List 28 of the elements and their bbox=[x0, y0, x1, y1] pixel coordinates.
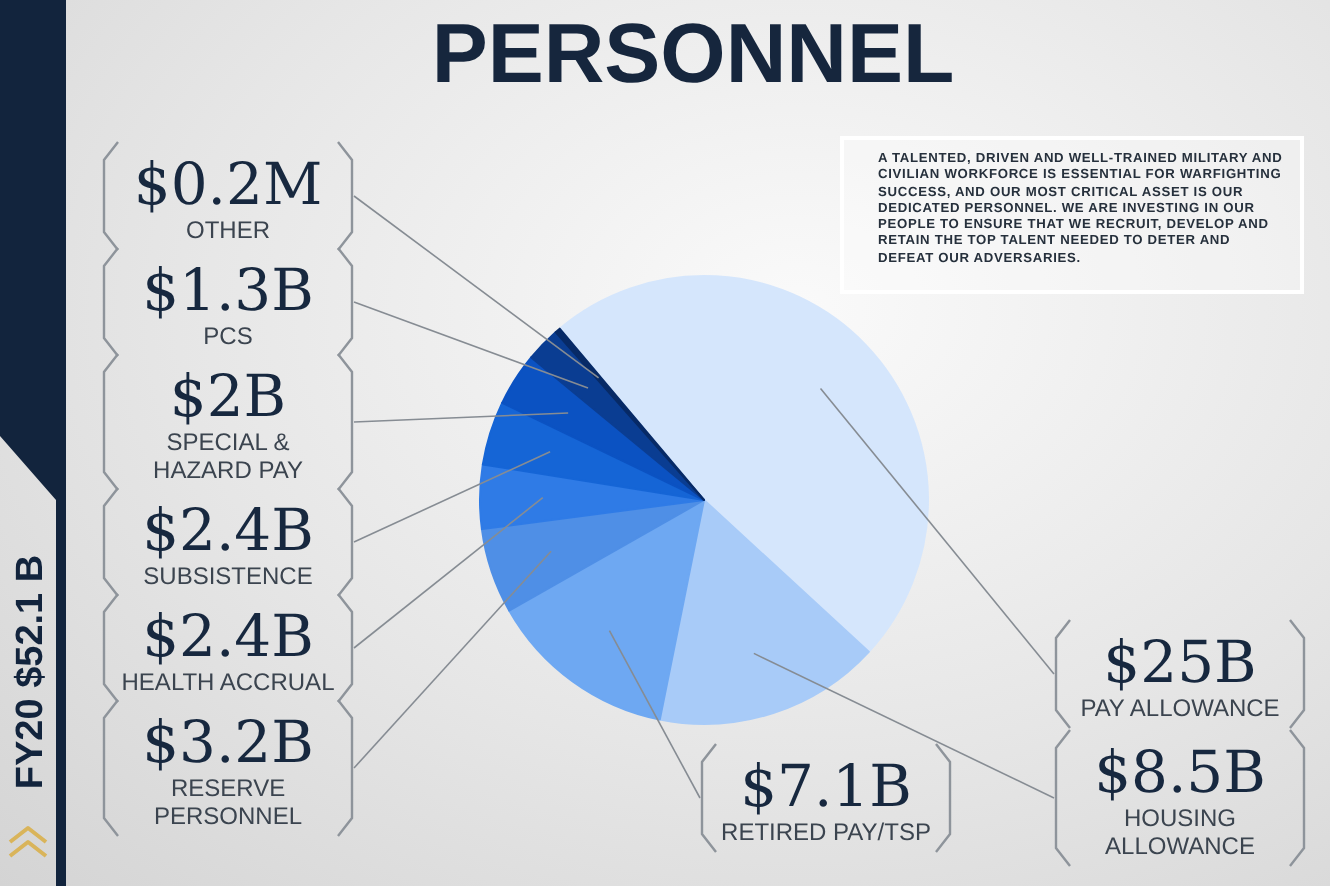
slice-label: PAY ALLOWANCE bbox=[1080, 694, 1280, 722]
slice-label: HEALTH ACCRUAL bbox=[121, 668, 336, 696]
pie-slice bbox=[554, 327, 705, 501]
data-label: $25B bbox=[1103, 628, 1257, 696]
pie-slice bbox=[480, 499, 705, 612]
data-label: $2.4B bbox=[142, 602, 314, 670]
pie-slice bbox=[658, 499, 870, 725]
pie-slice bbox=[508, 499, 705, 721]
data-label: $2.4B bbox=[142, 496, 314, 564]
slice-label: SPECIAL & HAZARD PAY bbox=[153, 428, 303, 484]
slice-label: RETIRED PAY/TSP bbox=[721, 818, 931, 846]
pie-slice bbox=[479, 463, 705, 531]
data-label: $0.2M bbox=[133, 150, 323, 218]
data-label: $1.3B bbox=[142, 256, 314, 324]
slice-label: PCS bbox=[203, 322, 253, 350]
slice-label: SUBSISTENCE bbox=[143, 562, 313, 590]
data-label: $3.2B bbox=[142, 708, 314, 776]
data-label: $7.1B bbox=[740, 752, 912, 820]
data-label: $8.5B bbox=[1094, 738, 1266, 806]
data-label: $2B bbox=[169, 362, 287, 430]
chart-title: PERSONNEL bbox=[431, 6, 955, 100]
slice-label: HOUSING ALLOWANCE bbox=[1105, 804, 1255, 860]
pie-slice bbox=[481, 401, 705, 501]
pie-slice bbox=[501, 356, 705, 501]
slice-label: RESERVE PERSONNEL bbox=[153, 774, 303, 830]
slice-label: OTHER bbox=[186, 216, 271, 244]
text: FY20 $52.1 B bbox=[10, 554, 52, 790]
pie-slice bbox=[558, 275, 929, 653]
